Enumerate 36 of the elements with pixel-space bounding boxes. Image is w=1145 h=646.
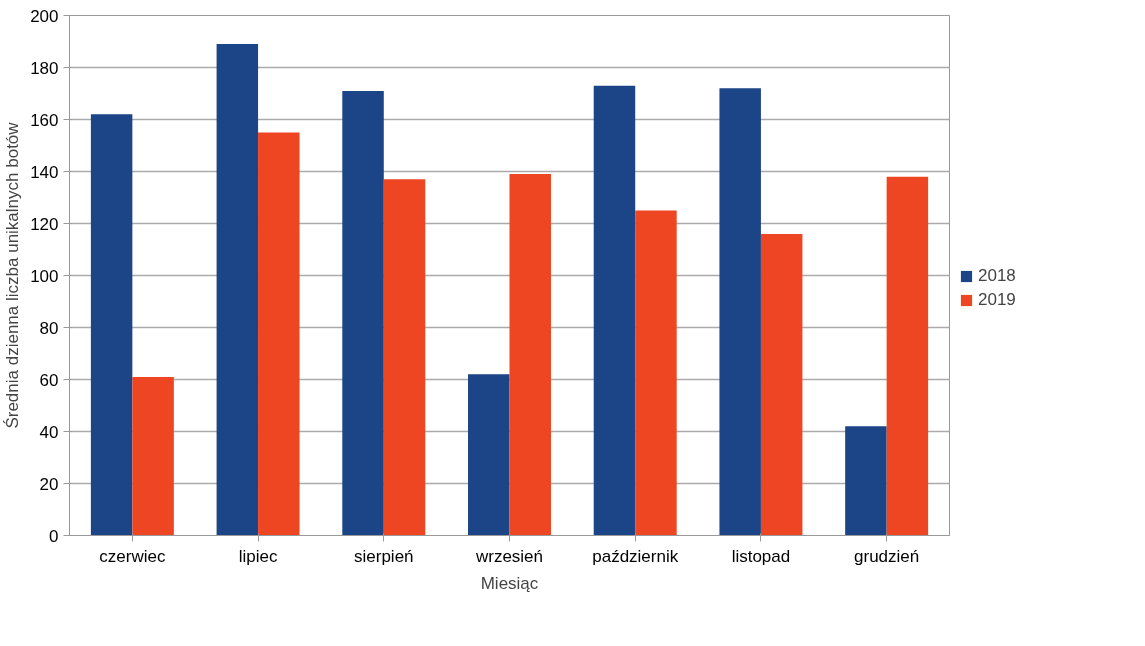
- bar: [509, 174, 551, 536]
- bar: [719, 88, 761, 536]
- y-tick-label: 60: [39, 370, 59, 390]
- x-tick-label: grudzień: [854, 546, 920, 566]
- y-tick-label: 40: [39, 422, 59, 442]
- bar: [258, 132, 300, 536]
- bar: [383, 179, 426, 536]
- x-tick-label: sierpień: [354, 546, 414, 566]
- y-tick-label: 80: [39, 318, 59, 338]
- x-tick-label: czerwiec: [99, 546, 166, 566]
- y-tick-label: 20: [39, 474, 59, 494]
- x-tick-label: lipiec: [238, 546, 278, 566]
- y-tick-label: 120: [30, 214, 59, 234]
- bar: [760, 233, 803, 536]
- y-tick-label: 160: [30, 110, 59, 130]
- bar: [90, 114, 133, 536]
- bar: [593, 85, 636, 536]
- bar: [468, 374, 510, 536]
- y-tick-label: 0: [49, 526, 59, 546]
- y-tick-label: 140: [30, 162, 59, 182]
- y-tick-label: 180: [30, 58, 59, 78]
- y-tick-label: 200: [30, 6, 59, 26]
- bar: [342, 90, 384, 536]
- y-tick-label: 100: [30, 266, 59, 286]
- x-tick-label: listopad: [731, 546, 791, 566]
- bar: [886, 176, 929, 536]
- y-axis-title: Średnia dzienna liczba unikalnych botów: [3, 121, 23, 429]
- x-axis-title: Miesiąc: [480, 573, 539, 593]
- legend-label: 2019: [978, 290, 1016, 310]
- x-tick-label: październik: [592, 546, 679, 566]
- x-tick-label: wrzesień: [474, 546, 544, 566]
- bar: [635, 210, 677, 536]
- bar: [132, 376, 174, 536]
- bar: [216, 44, 259, 536]
- bar: [845, 426, 887, 536]
- legend-label: 2018: [978, 266, 1016, 286]
